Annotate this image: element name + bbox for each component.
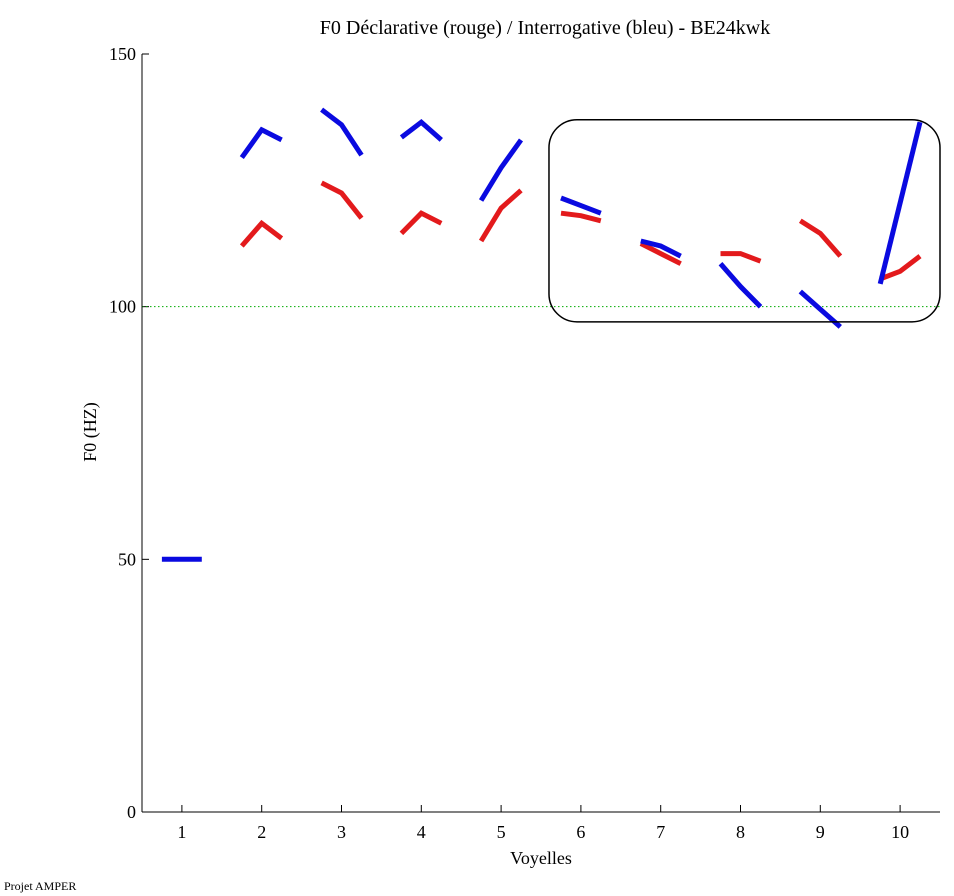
red-segment-vowel-9 [798, 218, 843, 258]
x-tick-label-10: 10 [891, 822, 909, 842]
red-segment-vowel-7 [639, 241, 682, 266]
red-segment-vowel-3 [320, 180, 364, 220]
red-segment-vowel-6 [560, 210, 602, 224]
blue-segment-vowel-3 [320, 107, 364, 157]
x-tick-label-8: 8 [736, 822, 745, 842]
x-tick-label-5: 5 [497, 822, 506, 842]
blue-segment-vowel-10 [877, 121, 923, 285]
y-axis-ticks: 0 50 100 150 [109, 44, 149, 822]
red-segment-vowel-2 [239, 219, 284, 248]
series-layer [161, 107, 923, 562]
x-tick-label-3: 3 [337, 822, 346, 842]
x-axis-ticks: 1 2 3 4 5 6 7 8 9 10 [177, 805, 909, 842]
chart-title: F0 Déclarative (rouge) / Interrogative (… [320, 17, 770, 39]
blue-segment-vowel-9 [798, 289, 842, 329]
blue-segment-vowel-8 [718, 262, 763, 309]
red-segment-vowel-5 [478, 188, 523, 243]
x-tick-label-2: 2 [257, 822, 266, 842]
blue-segment-vowel-7 [640, 238, 682, 259]
blue-segment-vowel-6 [560, 195, 602, 216]
blue-segment-vowel-5 [478, 138, 524, 202]
x-tick-label-9: 9 [816, 822, 825, 842]
y-axis-label: F0 (HZ) [80, 402, 101, 462]
x-tick-label-1: 1 [177, 822, 186, 842]
y-tick-label-50: 50 [118, 549, 136, 569]
highlight-box [548, 118, 941, 323]
red-segment-vowel-4 [399, 210, 443, 236]
footer-credit: Projet AMPER [4, 879, 76, 893]
x-tick-label-4: 4 [417, 822, 426, 842]
blue-segment-vowel-4 [399, 118, 443, 142]
y-tick-label-150: 150 [109, 44, 136, 64]
x-axis-label: Voyelles [510, 848, 572, 868]
y-tick-label-100: 100 [109, 297, 136, 317]
x-tick-label-7: 7 [656, 822, 665, 842]
x-tick-label-6: 6 [576, 822, 585, 842]
red-segment-vowel-8 [720, 251, 762, 264]
y-tick-label-0: 0 [127, 802, 136, 822]
blue-segment-vowel-2 [239, 126, 283, 160]
red-segment-vowel-10 [879, 254, 922, 282]
